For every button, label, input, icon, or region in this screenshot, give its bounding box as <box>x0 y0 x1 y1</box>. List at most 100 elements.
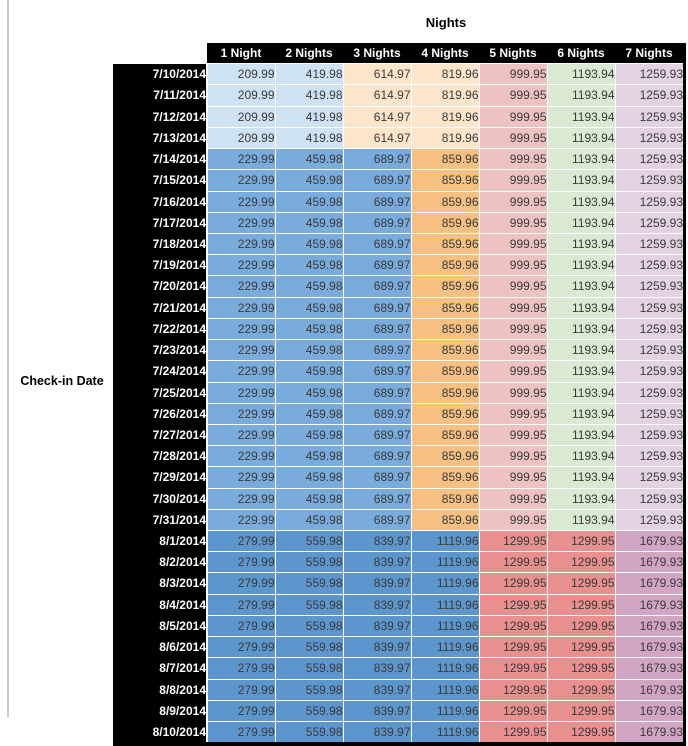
price-cell[interactable]: 1119.96 <box>410 657 479 680</box>
price-cell[interactable]: 1299.95 <box>546 721 615 745</box>
price-cell[interactable]: 229.99 <box>206 508 275 531</box>
price-cell[interactable]: 689.97 <box>342 466 411 489</box>
price-cell[interactable]: 229.99 <box>206 211 275 234</box>
price-cell[interactable]: 559.98 <box>274 593 343 616</box>
price-cell[interactable]: 1119.96 <box>410 614 479 637</box>
price-cell[interactable]: 559.98 <box>274 551 343 573</box>
price-cell[interactable]: 1193.94 <box>546 190 615 213</box>
price-cell[interactable]: 1259.93 <box>614 381 686 404</box>
date-cell[interactable]: 7/25/2014 <box>113 382 207 404</box>
price-cell[interactable]: 999.95 <box>478 423 547 446</box>
price-cell[interactable]: 279.99 <box>206 551 275 573</box>
price-cell[interactable]: 1679.93 <box>614 721 686 745</box>
price-cell[interactable]: 1193.94 <box>546 296 615 319</box>
price-cell[interactable]: 559.98 <box>274 721 343 745</box>
date-cell[interactable]: 7/23/2014 <box>113 339 207 361</box>
price-cell[interactable]: 1299.95 <box>478 614 547 637</box>
column-header-3-nights[interactable]: 3 Nights <box>343 43 411 64</box>
price-cell[interactable]: 1193.94 <box>546 402 615 425</box>
price-cell[interactable]: 859.96 <box>410 275 479 298</box>
price-cell[interactable]: 279.99 <box>206 636 275 658</box>
price-cell[interactable]: 999.95 <box>478 232 547 255</box>
price-cell[interactable]: 459.98 <box>274 445 343 467</box>
price-cell[interactable]: 459.98 <box>274 296 343 319</box>
price-cell[interactable]: 859.96 <box>410 169 479 192</box>
price-cell[interactable]: 229.99 <box>206 381 275 404</box>
price-cell[interactable]: 1679.93 <box>614 699 686 722</box>
price-cell[interactable]: 229.99 <box>206 190 275 213</box>
price-cell[interactable]: 1299.95 <box>478 636 547 658</box>
price-cell[interactable]: 279.99 <box>206 530 275 552</box>
price-cell[interactable]: 1259.93 <box>614 126 686 149</box>
date-cell[interactable]: 8/6/2014 <box>113 636 207 658</box>
price-cell[interactable]: 459.98 <box>274 423 343 446</box>
price-cell[interactable]: 1259.93 <box>614 190 686 213</box>
price-cell[interactable]: 1299.95 <box>478 721 547 745</box>
price-cell[interactable]: 459.98 <box>274 169 343 192</box>
price-cell[interactable]: 1679.93 <box>614 530 686 552</box>
column-header-1-nights[interactable]: 1 Night <box>207 43 275 64</box>
price-cell[interactable]: 559.98 <box>274 678 343 701</box>
date-cell[interactable]: 8/3/2014 <box>113 572 207 595</box>
price-cell[interactable]: 839.97 <box>342 657 411 680</box>
price-cell[interactable]: 229.99 <box>206 148 275 170</box>
price-cell[interactable]: 1259.93 <box>614 232 686 255</box>
price-cell[interactable]: 689.97 <box>342 360 411 382</box>
price-cell[interactable]: 859.96 <box>410 254 479 276</box>
date-cell[interactable]: 8/1/2014 <box>113 530 207 552</box>
price-cell[interactable]: 1119.96 <box>410 530 479 552</box>
price-cell[interactable]: 559.98 <box>274 530 343 552</box>
price-cell[interactable]: 689.97 <box>342 254 411 276</box>
price-cell[interactable]: 1259.93 <box>614 211 686 234</box>
price-cell[interactable]: 859.96 <box>410 402 479 425</box>
price-cell[interactable]: 279.99 <box>206 593 275 616</box>
price-cell[interactable]: 1259.93 <box>614 317 686 340</box>
price-cell[interactable]: 229.99 <box>206 296 275 319</box>
price-cell[interactable]: 459.98 <box>274 508 343 531</box>
price-cell[interactable]: 999.95 <box>478 339 547 361</box>
price-cell[interactable]: 229.99 <box>206 360 275 382</box>
price-cell[interactable]: 279.99 <box>206 614 275 637</box>
price-cell[interactable]: 1193.94 <box>546 381 615 404</box>
date-cell[interactable]: 7/16/2014 <box>113 191 207 213</box>
price-cell[interactable]: 859.96 <box>410 423 479 446</box>
price-cell[interactable]: 459.98 <box>274 339 343 361</box>
price-cell[interactable]: 1299.95 <box>546 699 615 722</box>
date-cell[interactable]: 7/17/2014 <box>113 212 207 234</box>
price-cell[interactable]: 559.98 <box>274 636 343 658</box>
price-cell[interactable]: 1679.93 <box>614 551 686 573</box>
price-cell[interactable]: 839.97 <box>342 572 411 595</box>
price-cell[interactable]: 999.95 <box>478 445 547 467</box>
date-cell[interactable]: 7/30/2014 <box>113 488 207 510</box>
price-cell[interactable]: 419.98 <box>274 105 343 128</box>
price-cell[interactable]: 1299.95 <box>546 657 615 680</box>
price-cell[interactable]: 839.97 <box>342 530 411 552</box>
price-cell[interactable]: 459.98 <box>274 275 343 298</box>
price-cell[interactable]: 1299.95 <box>546 593 615 616</box>
date-cell[interactable]: 7/18/2014 <box>113 233 207 255</box>
price-cell[interactable]: 1299.95 <box>478 572 547 595</box>
price-cell[interactable]: 689.97 <box>342 339 411 361</box>
price-cell[interactable]: 459.98 <box>274 254 343 276</box>
price-cell[interactable]: 859.96 <box>410 317 479 340</box>
price-cell[interactable]: 459.98 <box>274 232 343 255</box>
price-cell[interactable]: 459.98 <box>274 487 343 510</box>
date-cell[interactable]: 7/29/2014 <box>113 466 207 489</box>
price-cell[interactable]: 1299.95 <box>478 530 547 552</box>
date-cell[interactable]: 8/2/2014 <box>113 551 207 573</box>
date-cell[interactable]: 7/19/2014 <box>113 254 207 276</box>
price-cell[interactable]: 614.97 <box>342 84 411 107</box>
price-cell[interactable]: 559.98 <box>274 614 343 637</box>
price-cell[interactable]: 999.95 <box>478 211 547 234</box>
price-cell[interactable]: 859.96 <box>410 487 479 510</box>
price-cell[interactable]: 999.95 <box>478 84 547 107</box>
price-cell[interactable]: 459.98 <box>274 402 343 425</box>
price-cell[interactable]: 859.96 <box>410 381 479 404</box>
date-cell[interactable]: 8/4/2014 <box>113 594 207 616</box>
price-cell[interactable]: 1259.93 <box>614 84 686 107</box>
price-cell[interactable]: 1119.96 <box>410 593 479 616</box>
price-cell[interactable]: 859.96 <box>410 508 479 531</box>
price-cell[interactable]: 839.97 <box>342 678 411 701</box>
price-cell[interactable]: 1193.94 <box>546 232 615 255</box>
price-cell[interactable]: 279.99 <box>206 657 275 680</box>
